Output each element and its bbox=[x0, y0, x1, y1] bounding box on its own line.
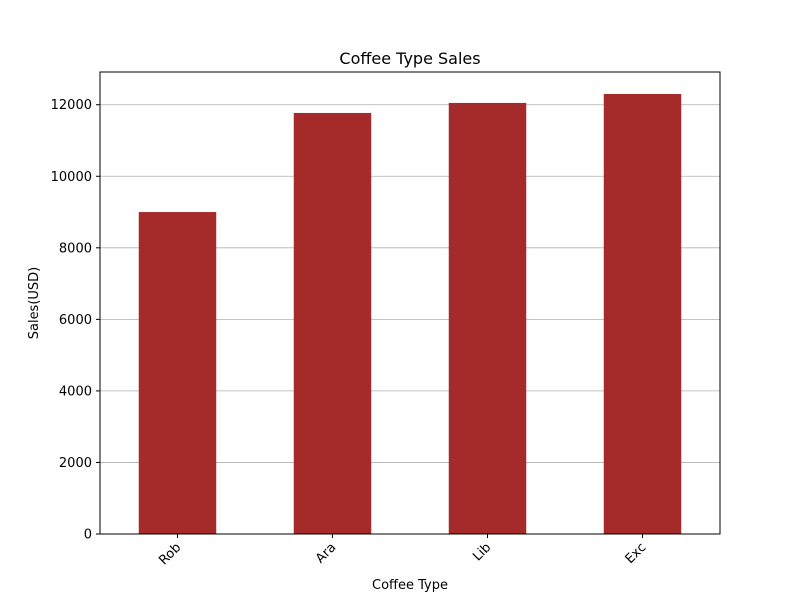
x-tick-label-rob: Rob bbox=[156, 540, 184, 568]
y-axis-ticks: 0 2000 4000 6000 8000 10000 12000 bbox=[51, 98, 100, 543]
x-tick-label-ara: Ara bbox=[313, 540, 339, 566]
plot-frame bbox=[99, 71, 721, 535]
x-axis-label: Coffee Type bbox=[372, 578, 448, 593]
x-tick-label-exc: Exc bbox=[623, 540, 650, 567]
bar-rob bbox=[138, 212, 217, 535]
y-tick-label: 8000 bbox=[59, 241, 92, 256]
bars-group bbox=[138, 94, 682, 535]
y-axis-label: Sales(USD) bbox=[27, 267, 42, 340]
y-tick-label: 6000 bbox=[59, 313, 92, 328]
bar-exc bbox=[603, 94, 682, 534]
bar-lib bbox=[448, 102, 527, 535]
y-tick-label: 12000 bbox=[51, 98, 92, 113]
chart-title: Coffee Type Sales bbox=[339, 49, 480, 68]
bar-ara bbox=[293, 112, 372, 534]
y-tick-label: 4000 bbox=[59, 384, 92, 399]
x-axis-ticks: Rob Ara Lib Exc bbox=[156, 534, 649, 568]
y-tick-label: 0 bbox=[84, 528, 92, 543]
x-tick-label-lib: Lib bbox=[470, 540, 494, 564]
y-tick-label: 10000 bbox=[51, 170, 92, 185]
y-tick-label: 2000 bbox=[59, 456, 92, 471]
